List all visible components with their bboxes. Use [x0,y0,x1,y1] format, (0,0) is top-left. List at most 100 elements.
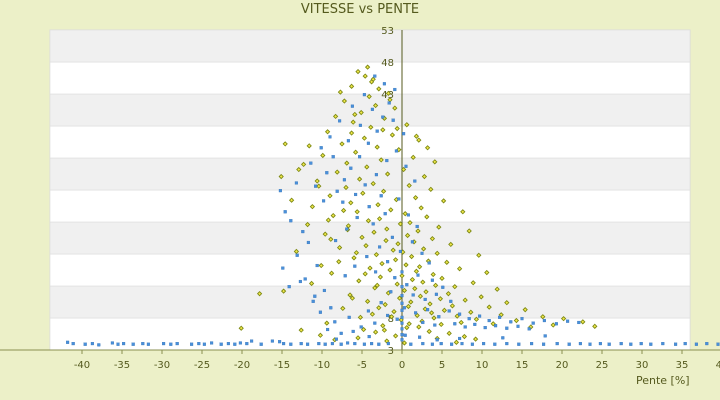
data-point-olive [328,270,335,276]
data-point-blue [516,324,520,328]
data-point-olive [349,295,356,301]
data-point-olive [397,221,404,227]
x-tick-label: 25 [596,360,609,371]
x-tick-label: 30 [636,360,649,371]
data-point-blue [542,319,546,323]
data-point-blue [458,312,462,316]
data-point-olive [399,273,405,279]
data-point-blue [233,342,237,346]
data-point-olive [409,276,416,283]
data-point-blue [110,341,114,345]
data-point-blue [190,342,194,346]
data-point-olive [370,180,376,187]
data-point-blue [439,342,443,346]
grid-band [49,29,691,63]
data-point-olive [380,323,386,329]
data-point-olive [332,113,339,120]
data-point-blue [406,213,410,217]
data-point-olive [380,127,386,133]
data-point-olive [462,297,468,303]
x-tick-label: -15 [274,360,290,371]
data-point-blue [342,178,346,182]
data-point-blue [542,342,546,346]
data-point-olive [355,68,361,75]
data-point-blue [379,301,383,305]
data-point-olive [306,143,312,149]
data-point-olive [420,279,426,285]
data-point-blue [430,342,434,346]
data-point-olive [414,312,420,319]
data-point-blue [395,317,399,321]
data-point-blue [378,245,382,249]
data-point-blue [83,342,87,346]
data-point-blue [421,320,425,325]
data-point-olive [406,321,412,327]
data-point-blue [373,321,377,325]
data-point-olive [376,86,382,92]
data-point-olive [412,285,418,292]
data-point-blue [441,285,445,289]
data-point-olive [473,316,480,322]
data-point-olive [550,322,556,328]
data-point-blue [326,327,330,332]
data-point-olive [486,304,492,310]
data-point-blue [358,155,362,159]
data-point-olive [472,336,479,342]
data-point-olive [336,244,343,251]
data-point-blue [449,299,453,303]
data-point-blue [531,321,535,325]
data-point-blue [505,326,509,330]
data-point-olive [378,157,384,163]
data-point-olive [336,259,342,265]
grid-band [49,221,691,255]
data-point-blue [517,342,521,346]
data-point-olive [356,176,363,182]
data-point-olive [368,124,374,130]
y-tick-label: 8 [388,314,394,325]
data-point-olive [401,340,408,346]
data-point-blue [498,315,502,319]
data-point-olive [449,303,456,309]
data-point-olive [340,305,346,312]
data-point-blue [358,123,362,127]
data-point-blue [393,87,397,92]
data-point-blue [413,179,417,183]
data-point-olive [375,202,381,208]
data-point-olive [322,231,328,237]
data-point-blue [567,342,571,346]
data-point-olive [318,262,324,269]
data-point-blue [578,342,582,346]
data-point-olive [363,243,369,249]
x-tick-label: 10 [476,360,489,371]
data-point-olive [513,317,520,324]
data-point-blue [314,184,318,188]
data-point-blue [530,342,534,346]
data-point-olive [320,152,326,159]
data-point-blue [619,342,623,346]
data-point-olive [438,321,444,328]
data-point-blue [66,340,70,344]
data-point-blue [509,320,513,324]
data-points [66,64,720,347]
data-point-blue [588,342,592,346]
data-point-blue [649,342,653,346]
data-point-blue [494,324,498,328]
y-tick-label: 53 [381,26,394,37]
data-point-olive [334,169,340,175]
data-point-blue [460,342,464,346]
data-point-blue [400,270,404,274]
grid-band [49,61,691,95]
data-point-blue [333,320,337,324]
data-point-blue [379,194,383,198]
data-point-blue [351,329,355,333]
x-tick-label: -20 [234,360,250,371]
data-point-blue [386,313,390,317]
data-point-blue [418,335,422,339]
x-tick-label: 35 [676,360,689,371]
data-point-olive [391,308,397,315]
grid-band [49,157,691,191]
data-point-olive [417,293,424,299]
data-point-olive [430,271,436,278]
data-point-blue [467,317,471,321]
